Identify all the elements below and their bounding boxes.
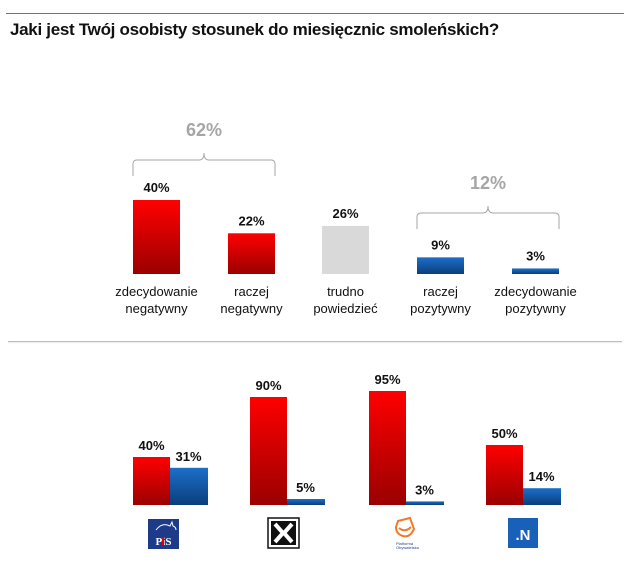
value-label: 9%: [431, 237, 450, 252]
category-label: pozytywny: [410, 301, 471, 316]
value-label: 50%: [491, 426, 517, 441]
section-separator: [8, 341, 622, 342]
nowoczesna-logo-icon: .N: [508, 518, 538, 548]
bar-negatywny: [486, 445, 523, 505]
value-label: 3%: [526, 248, 545, 263]
category-label: negatywny: [125, 301, 188, 316]
bar-pozytywny: [170, 467, 208, 505]
bar: [228, 233, 275, 274]
chart-title: Jaki jest Twój osobisty stosunek do mies…: [10, 20, 500, 39]
group-total-label: 62%: [186, 120, 222, 140]
bar-negatywny: [369, 391, 406, 505]
svg-text:.N: .N: [516, 527, 531, 544]
bar-pozytywny: [523, 488, 561, 505]
value-label: 40%: [138, 438, 164, 453]
category-label: pozytywny: [505, 301, 566, 316]
top-chart: 40% zdecydowanie negatywny 22% raczej negatyw…: [115, 120, 576, 316]
value-label: 26%: [332, 206, 358, 221]
kukiz-logo-icon: [267, 517, 300, 549]
value-label: 31%: [175, 449, 201, 464]
value-label: 95%: [374, 372, 400, 387]
bar-negatywny: [250, 397, 287, 505]
value-label: 14%: [528, 469, 554, 484]
bar-pozytywny: [406, 501, 444, 505]
svg-text:Obywatelska: Obywatelska: [396, 545, 420, 550]
bar: [133, 200, 180, 274]
bar-negatywny: [133, 457, 170, 505]
value-label: 40%: [143, 180, 169, 195]
group-total-label: 12%: [470, 173, 506, 193]
svg-text:Platforma: Platforma: [396, 541, 414, 546]
group-bracket: [416, 205, 560, 229]
bar: [512, 268, 559, 274]
category-label: trudno: [327, 284, 364, 299]
group-bracket: [132, 152, 276, 176]
top-rule: [6, 13, 624, 14]
value-label: 22%: [238, 213, 264, 228]
value-label: 5%: [296, 480, 315, 495]
category-label: raczej: [234, 284, 269, 299]
bar: [417, 257, 464, 274]
category-label: zdecydowanie: [115, 284, 197, 299]
category-label: zdecydowanie: [494, 284, 576, 299]
bar-pozytywny: [287, 499, 325, 505]
value-label: 90%: [255, 378, 281, 393]
value-label: 3%: [415, 482, 434, 497]
pis-logo-icon: PiS: [148, 519, 179, 549]
category-label: negatywny: [220, 301, 283, 316]
category-label: powiedzieć: [313, 301, 378, 316]
bar: [322, 225, 369, 274]
bottom-chart: 40% 31% 90% 5% 95% 3% 50% 14%: [133, 372, 561, 505]
category-label: raczej: [423, 284, 458, 299]
